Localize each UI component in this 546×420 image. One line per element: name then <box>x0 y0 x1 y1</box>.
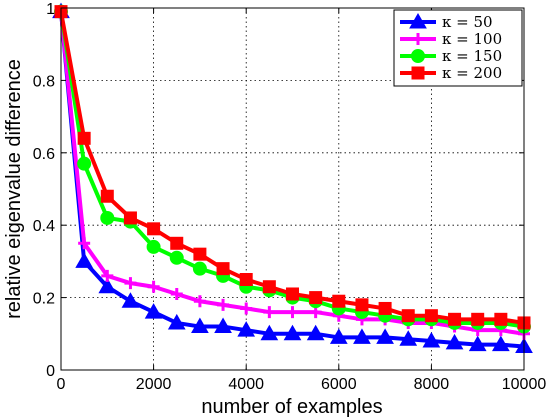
data-point <box>144 303 163 319</box>
data-point <box>260 324 279 341</box>
data-point <box>491 335 510 352</box>
data-point <box>170 287 183 300</box>
data-point <box>399 330 418 346</box>
data-point <box>147 280 160 293</box>
legend-label: κ = 200 <box>442 64 502 82</box>
data-point <box>376 328 394 344</box>
data-point <box>332 294 346 308</box>
data-point <box>471 312 485 326</box>
data-point <box>309 291 323 305</box>
data-point <box>121 292 140 308</box>
data-point <box>147 222 161 236</box>
legend-label: κ = 50 <box>442 13 493 31</box>
x-tick-label: 6000 <box>321 376 357 393</box>
data-point <box>123 211 137 225</box>
legend-marker <box>412 33 424 45</box>
data-point <box>193 295 206 308</box>
y-tick-label: 0.8 <box>33 73 55 90</box>
data-point <box>240 302 253 315</box>
data-point <box>286 287 299 301</box>
x-tick-label: 10000 <box>502 376 546 393</box>
y-tick-label: 1 <box>46 1 55 18</box>
plot-frame <box>60 7 525 371</box>
y-tick-label: 0.6 <box>33 146 55 163</box>
x-tick-label: 2000 <box>136 376 172 393</box>
data-point <box>193 247 207 261</box>
data-point <box>170 236 184 250</box>
data-point <box>445 333 464 350</box>
data-point <box>262 280 276 294</box>
data-point <box>77 156 92 171</box>
data-point <box>78 237 91 250</box>
legend-marker <box>411 49 425 63</box>
data-point <box>494 312 508 326</box>
series-3 <box>54 5 531 330</box>
axis-ticks: 0 2000 4000 6000 8000 10000 0 0.2 0.4 0.6 0.8 1 <box>33 1 546 393</box>
data-point <box>263 306 276 319</box>
y-tick-label: 0.2 <box>33 291 55 308</box>
data-point <box>75 252 94 268</box>
data-point <box>237 321 256 337</box>
data-point <box>216 262 230 276</box>
data-point <box>468 335 487 352</box>
legend-label: κ = 150 <box>442 47 502 65</box>
data-point <box>239 273 253 286</box>
data-point <box>146 239 161 254</box>
legend-label: κ = 100 <box>442 30 502 48</box>
data-point <box>422 332 441 348</box>
data-point <box>448 312 462 326</box>
data-point <box>353 328 371 344</box>
data-point <box>192 261 207 276</box>
x-axis-label: number of examples <box>201 396 382 418</box>
data-point <box>100 210 115 225</box>
data-point <box>169 250 184 265</box>
x-tick-label: 0 <box>57 376 66 393</box>
series-layer <box>52 2 533 353</box>
legend-marker <box>411 66 425 80</box>
data-point <box>101 269 114 282</box>
x-tick-label: 8000 <box>414 376 450 393</box>
y-tick-label: 0.4 <box>33 218 55 235</box>
legend-item: κ = 150 <box>400 47 502 65</box>
data-point <box>306 324 325 341</box>
legend-item: κ = 50 <box>400 12 493 31</box>
data-point <box>401 309 415 323</box>
data-point <box>355 298 369 312</box>
data-point <box>98 277 117 294</box>
data-point <box>286 306 299 319</box>
data-point <box>329 328 348 344</box>
y-tick-label: 0 <box>46 363 55 380</box>
legend-item: κ = 100 <box>400 30 502 48</box>
legend-item: κ = 200 <box>400 64 502 82</box>
data-point <box>214 317 232 334</box>
data-point <box>77 131 91 145</box>
data-point <box>424 309 438 323</box>
data-point <box>191 317 209 334</box>
data-point <box>217 298 230 311</box>
data-point <box>124 277 137 290</box>
data-point <box>167 313 186 330</box>
data-point <box>100 189 114 203</box>
data-point <box>378 301 392 315</box>
legend-marker <box>409 12 427 29</box>
x-tick-label: 4000 <box>228 376 264 393</box>
y-axis-label: relative eigenvalue difference <box>3 59 25 319</box>
data-point <box>283 324 302 341</box>
